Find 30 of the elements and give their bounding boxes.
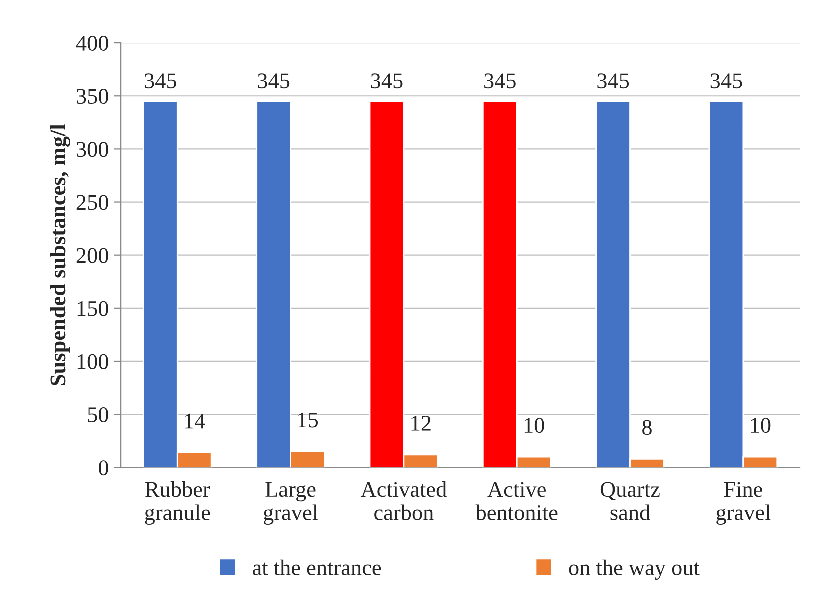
data-label: 12 xyxy=(412,416,431,431)
legend-label: at the entrance xyxy=(253,560,382,576)
y-tick-label: 200 xyxy=(76,248,108,264)
data-label: 345 xyxy=(145,74,176,89)
y-axis-title: Suspended substances, mg/l xyxy=(50,124,70,386)
y-tick-label: 350 xyxy=(76,89,108,104)
x-tick-label: Active bentonite xyxy=(476,482,558,520)
y-tick-label: 0 xyxy=(98,460,108,476)
data-label: 14 xyxy=(185,414,206,429)
data-label: 345 xyxy=(371,74,403,89)
y-tick-label: 50 xyxy=(88,407,108,422)
data-label: 345 xyxy=(598,74,630,89)
x-tick-label: Fine gravel xyxy=(716,482,771,525)
data-label: 345 xyxy=(710,74,742,89)
x-tick-label: Rubber granule xyxy=(145,482,210,525)
data-label: 345 xyxy=(484,74,516,89)
y-tick-label: 250 xyxy=(76,195,108,210)
y-tick-label: 150 xyxy=(78,301,108,316)
x-tick-label: Activated carbon xyxy=(360,482,447,520)
y-tick-label: 400 xyxy=(76,36,108,51)
data-label: 8 xyxy=(642,420,652,436)
data-label: 10 xyxy=(751,418,771,434)
data-label: 15 xyxy=(298,412,318,428)
data-label: 10 xyxy=(524,418,544,434)
legend-label: on the way out xyxy=(569,560,700,580)
data-label: 345 xyxy=(258,74,290,89)
x-tick-label: Quartz sand xyxy=(600,482,660,520)
y-tick-label: 300 xyxy=(76,142,108,158)
y-tick-label: 100 xyxy=(78,354,108,370)
x-tick-label: Large gravel xyxy=(264,482,318,525)
